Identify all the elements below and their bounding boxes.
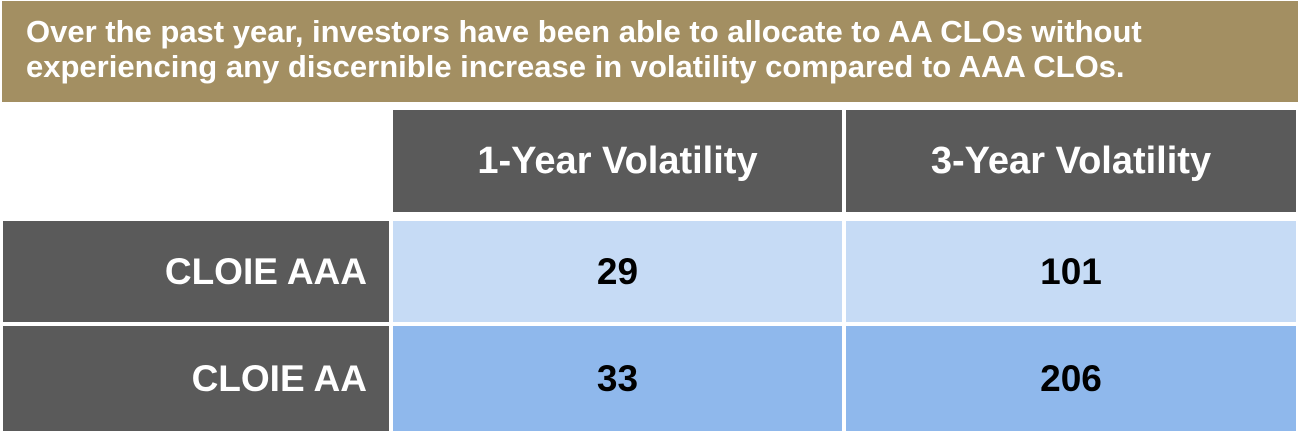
row-label-cloie-aa: CLOIE AA <box>3 326 389 431</box>
column-header-1-year: 1-Year Volatility <box>393 110 842 212</box>
headline-banner: Over the past year, investors have been … <box>2 1 1298 102</box>
cell-aa-3-year: 206 <box>846 326 1296 431</box>
cell-aaa-1-year: 29 <box>393 221 842 322</box>
cell-aa-1-year: 33 <box>393 326 842 431</box>
column-header-3-year: 3-Year Volatility <box>846 110 1296 212</box>
cell-aaa-3-year: 101 <box>846 221 1296 322</box>
row-label-cloie-aaa: CLOIE AAA <box>3 221 389 322</box>
